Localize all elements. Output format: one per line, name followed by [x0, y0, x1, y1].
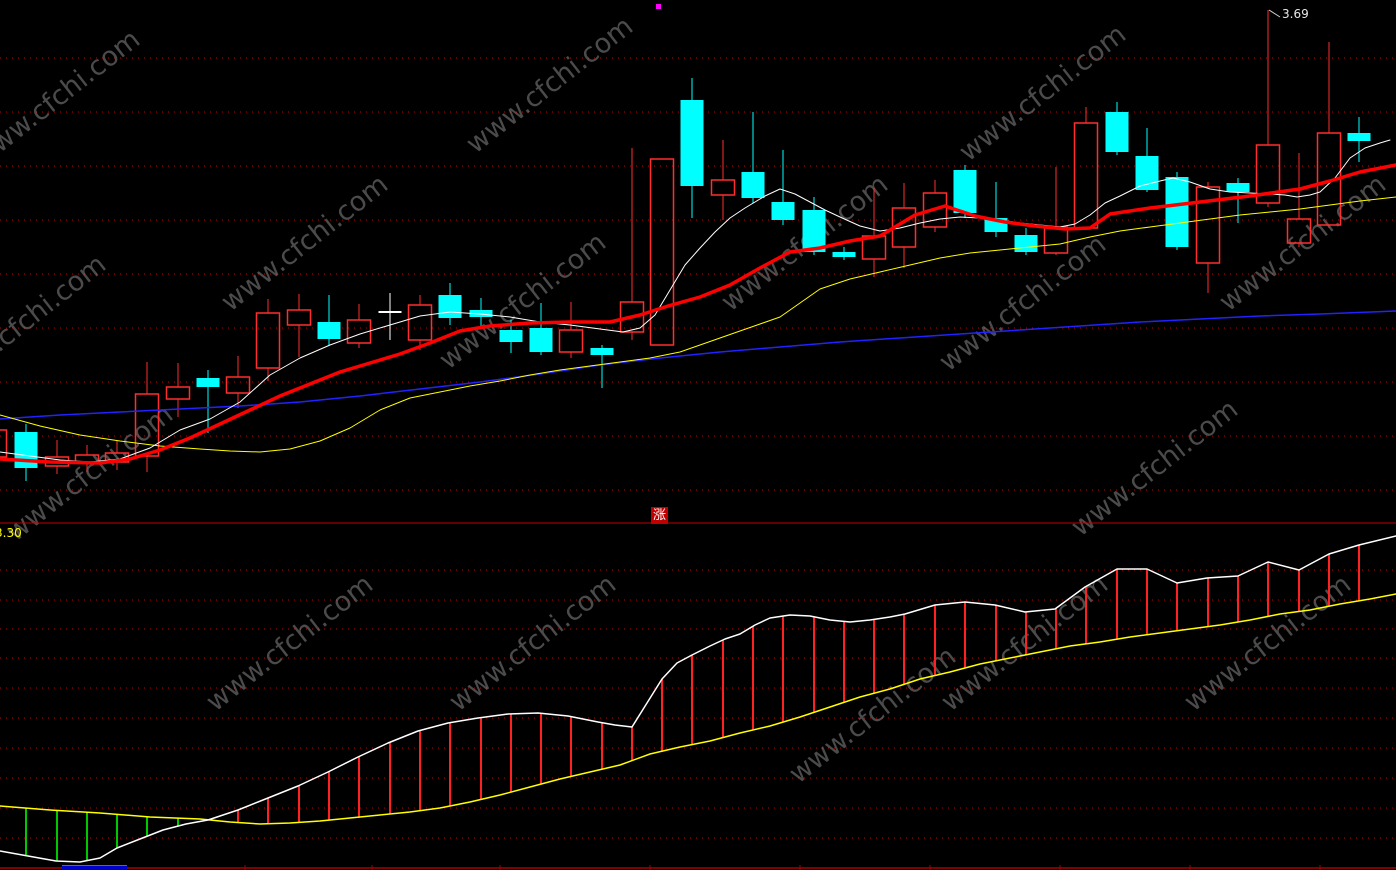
indicator-white-line	[0, 535, 1396, 863]
ma-red-line	[0, 163, 1396, 465]
watermark-text: www.cfchi.com	[0, 399, 179, 548]
indicator-hatch-layer	[25, 545, 1360, 862]
watermark-text: www.cfchi.com	[460, 11, 639, 160]
ma-yellow-line	[0, 196, 1396, 453]
ma-blue-line	[0, 310, 1396, 420]
watermark-text: www.cfchi.com	[215, 169, 394, 318]
watermark-text: www.cfchi.com	[0, 249, 112, 398]
candlestick-layer	[0, 10, 1371, 481]
indicator-yellow-line	[0, 593, 1396, 825]
watermark-text: www.cfchi.com	[953, 19, 1132, 168]
event-dot-icon	[656, 4, 661, 9]
scrollbar-thumb[interactable]	[62, 865, 127, 870]
high-price-label: 3.69	[1282, 7, 1309, 21]
ma-white-line	[0, 139, 1391, 463]
low-price-label: 3.30	[0, 526, 22, 540]
high-label-arrow	[1268, 9, 1281, 18]
limit-up-marker[interactable]: 涨	[651, 507, 668, 524]
watermark-text: www.cfchi.com	[443, 569, 622, 718]
watermark-text: www.cfchi.com	[1065, 394, 1244, 543]
time-axis-line	[0, 865, 1396, 870]
watermark-text: www.cfchi.com	[0, 24, 146, 173]
watermark-text: www.cfchi.com	[200, 569, 379, 718]
